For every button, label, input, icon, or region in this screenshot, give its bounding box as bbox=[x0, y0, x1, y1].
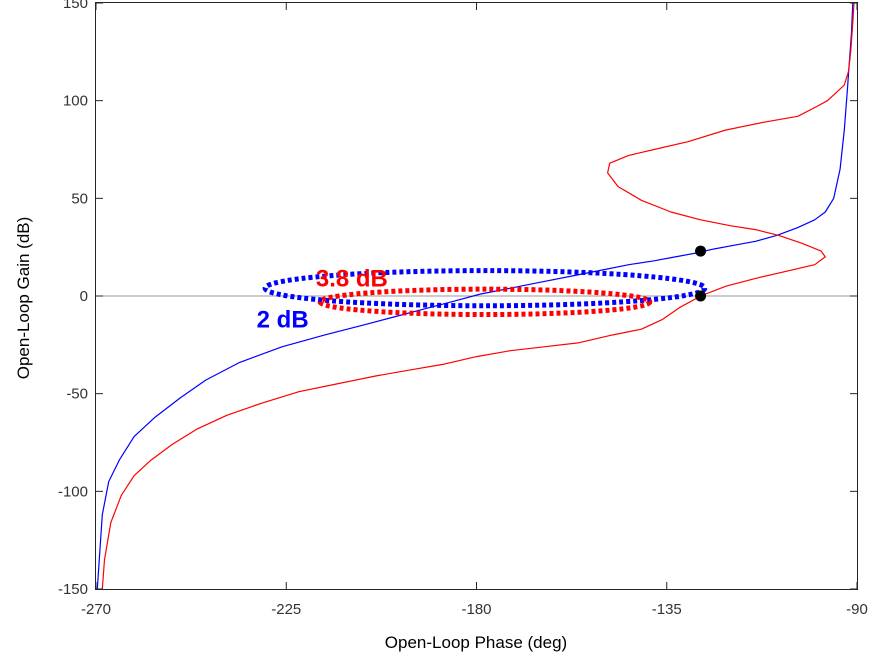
x-axis-label: Open-Loop Phase (deg) bbox=[385, 633, 567, 652]
annotation-layer: 3.8 dB 2 dB bbox=[257, 265, 388, 333]
series-line-1 bbox=[101, 2, 855, 590]
marker-point-1 bbox=[695, 290, 707, 302]
annotation-label-1: 2 dB bbox=[257, 306, 309, 333]
y-tick-label: 100 bbox=[63, 93, 88, 110]
ellipse-series-3 bbox=[317, 286, 653, 318]
y-tick-label: 150 bbox=[63, 0, 88, 12]
marker-layer bbox=[695, 245, 707, 302]
y-tick-label: 0 bbox=[80, 288, 88, 305]
x-tick-label: -90 bbox=[846, 601, 868, 618]
marker-point-0 bbox=[695, 245, 707, 257]
tick-layer: -270 -225 -180 -135 -90 -150 -100 -50 0 50 100 150 bbox=[58, 0, 868, 618]
x-tick-label: -270 bbox=[81, 601, 111, 618]
y-tick-label: -50 bbox=[66, 386, 88, 403]
y-tick-label: 50 bbox=[71, 190, 88, 207]
annotation-label-0: 3.8 dB bbox=[316, 265, 388, 292]
x-tick-label: -135 bbox=[652, 601, 682, 618]
y-axis-label: Open-Loop Gain (dB) bbox=[14, 217, 33, 380]
y-tick-label: -100 bbox=[58, 483, 88, 500]
series-layer bbox=[96, 2, 855, 590]
y-tick-label: -150 bbox=[58, 581, 88, 598]
plot-frame bbox=[95, 2, 858, 590]
x-tick-label: -225 bbox=[271, 601, 301, 618]
x-tick-label: -180 bbox=[461, 601, 491, 618]
ellipse-series-2 bbox=[262, 268, 708, 309]
